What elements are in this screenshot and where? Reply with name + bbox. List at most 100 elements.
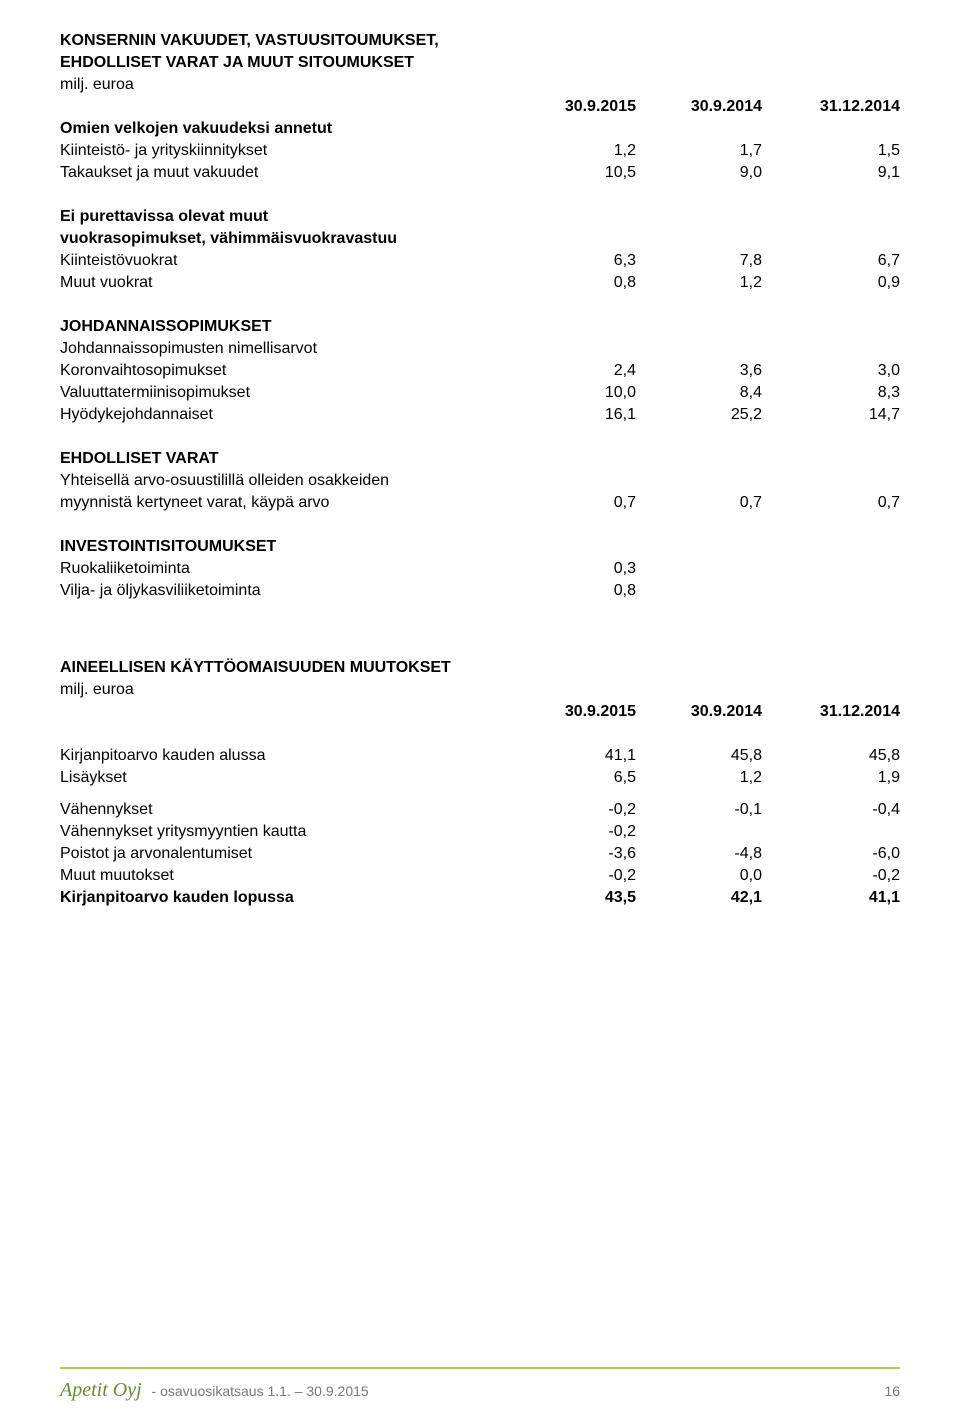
section1-title-l2: EHDOLLISET VARAT JA MUUT SITOUMUKSET (60, 52, 522, 74)
section2-table: AINEELLISEN KÄYTTÖOMAISUUDEN MUUTOKSET m… (60, 657, 900, 909)
table-row: Omien velkojen vakuudeksi annetut (60, 118, 900, 140)
table-row: Vähennykset -0,2 -0,1 -0,4 (60, 799, 900, 821)
row-koron-v2: 3,6 (648, 360, 774, 382)
table-row: Muut muutokset -0,2 0,0 -0,2 (60, 865, 900, 887)
row-muut-v3: -0,2 (774, 865, 900, 887)
content: KONSERNIN VAKUUDET, VASTUUSITOUMUKSET, E… (60, 30, 900, 909)
row-lisaykset-v1: 6,5 (522, 767, 648, 789)
spacer (60, 723, 900, 745)
row-kirjan-alussa-label: Kirjanpitoarvo kauden alussa (60, 745, 522, 767)
footer-page-number: 16 (884, 1383, 900, 1399)
col-head-2: 30.9.2014 (648, 96, 774, 118)
table-row: EHDOLLISET VARAT JA MUUT SITOUMUKSET (60, 52, 900, 74)
row-lopussa-label: Kirjanpitoarvo kauden lopussa (60, 887, 522, 909)
deriv-sub: Johdannaissopimusten nimellisarvot (60, 338, 522, 360)
section-gap (60, 602, 900, 657)
row-takaukset-v1: 10,5 (522, 162, 648, 184)
row-kiintvuokrat-v3: 6,7 (774, 250, 900, 272)
row-ruoka-v1: 0,3 (522, 558, 648, 580)
row-muutvuokrat-v3: 0,9 (774, 272, 900, 294)
row-lopussa-v1: 43,5 (522, 887, 648, 909)
invest-title: INVESTOINTISITOUMUKSET (60, 536, 522, 558)
table-row: Ruokaliiketoiminta 0,3 (60, 558, 900, 580)
own-debts-title: Omien velkojen vakuudeksi annetut (60, 118, 522, 140)
table-row: AINEELLISEN KÄYTTÖOMAISUUDEN MUUTOKSET (60, 657, 900, 679)
row-kirjan-alussa-v2: 45,8 (648, 745, 774, 767)
table-row: Lisäykset 6,5 1,2 1,9 (60, 767, 900, 789)
row-muutvuokrat-v1: 0,8 (522, 272, 648, 294)
table-row: JOHDANNAISSOPIMUKSET (60, 316, 900, 338)
row-hyodyke-label: Hyödykejohdannaiset (60, 404, 522, 426)
table-row: 30.9.2015 30.9.2014 31.12.2014 (60, 701, 900, 723)
section1-title-l1: KONSERNIN VAKUUDET, VASTUUSITOUMUKSET, (60, 30, 522, 52)
table-row: Hyödykejohdannaiset 16,1 25,2 14,7 (60, 404, 900, 426)
row-lisaykset-label: Lisäykset (60, 767, 522, 789)
row-muutvuokrat-label: Muut vuokrat (60, 272, 522, 294)
row-kiintvuokrat-v1: 6,3 (522, 250, 648, 272)
col-head-3: 31.12.2014 (774, 96, 900, 118)
spacer (60, 426, 900, 448)
row-kiinteisto-label: Kiinteistö- ja yrityskiinnitykset (60, 140, 522, 162)
page: KONSERNIN VAKUUDET, VASTUUSITOUMUKSET, E… (0, 0, 960, 1427)
row-kiinteisto-v3: 1,5 (774, 140, 900, 162)
table-row: Muut vuokrat 0,8 1,2 0,9 (60, 272, 900, 294)
row-lopussa-v3: 41,1 (774, 887, 900, 909)
row-kiinteisto-v2: 1,7 (648, 140, 774, 162)
row-poistot-v2: -4,8 (648, 843, 774, 865)
row-valuutta-v2: 8,4 (648, 382, 774, 404)
section2-unit: milj. euroa (60, 679, 522, 701)
row-vahennykset-yritys-v1: -0,2 (522, 821, 648, 843)
table-row: Yhteisellä arvo-osuustilillä olleiden os… (60, 470, 900, 492)
table-row: Kirjanpitoarvo kauden lopussa 43,5 42,1 … (60, 887, 900, 909)
row-muut-label: Muut muutokset (60, 865, 522, 887)
footer-sub: - osavuosikatsaus 1.1. – 30.9.2015 (152, 1383, 369, 1399)
spacer (60, 514, 900, 536)
table-row: Vähennykset yritysmyyntien kautta -0,2 (60, 821, 900, 843)
table-row: Kiinteistö- ja yrityskiinnitykset 1,2 1,… (60, 140, 900, 162)
table-row: EHDOLLISET VARAT (60, 448, 900, 470)
row-myynnista-v1: 0,7 (522, 492, 648, 514)
spacer (60, 184, 900, 206)
row-myynnista-v3: 0,7 (774, 492, 900, 514)
row-vilja-v1: 0,8 (522, 580, 648, 602)
table-row: Takaukset ja muut vakuudet 10,5 9,0 9,1 (60, 162, 900, 184)
table-row: INVESTOINTISITOUMUKSET (60, 536, 900, 558)
page-footer: Apetit Oyj - osavuosikatsaus 1.1. – 30.9… (60, 1367, 900, 1402)
table-row: Johdannaissopimusten nimellisarvot (60, 338, 900, 360)
row-takaukset-v2: 9,0 (648, 162, 774, 184)
table-row: KONSERNIN VAKUUDET, VASTUUSITOUMUKSET, (60, 30, 900, 52)
deriv-title: JOHDANNAISSOPIMUKSET (60, 316, 522, 338)
row-kiintvuokrat-v2: 7,8 (648, 250, 774, 272)
spacer (60, 789, 900, 799)
table-row: Vilja- ja öljykasviliiketoiminta 0,8 (60, 580, 900, 602)
row-hyodyke-v2: 25,2 (648, 404, 774, 426)
row-vahennykset-label: Vähennykset (60, 799, 522, 821)
row-takaukset-label: Takaukset ja muut vakuudet (60, 162, 522, 184)
table-row: Kirjanpitoarvo kauden alussa 41,1 45,8 4… (60, 745, 900, 767)
row-muutvuokrat-v2: 1,2 (648, 272, 774, 294)
row-muut-v2: 0,0 (648, 865, 774, 887)
sec2-head-2: 30.9.2014 (648, 701, 774, 723)
row-hyodyke-v3: 14,7 (774, 404, 900, 426)
row-kiintvuokrat-label: Kiinteistövuokrat (60, 250, 522, 272)
row-takaukset-v3: 9,1 (774, 162, 900, 184)
row-vahennykset-v2: -0,1 (648, 799, 774, 821)
table-row: 30.9.2015 30.9.2014 31.12.2014 (60, 96, 900, 118)
contingent-l1: Yhteisellä arvo-osuustilillä olleiden os… (60, 470, 522, 492)
row-koron-v1: 2,4 (522, 360, 648, 382)
row-kiinteisto-v1: 1,2 (522, 140, 648, 162)
row-lopussa-v2: 42,1 (648, 887, 774, 909)
row-muut-v1: -0,2 (522, 865, 648, 887)
row-lisaykset-v2: 1,2 (648, 767, 774, 789)
row-poistot-v3: -6,0 (774, 843, 900, 865)
row-poistot-label: Poistot ja arvonalentumiset (60, 843, 522, 865)
table-row: Poistot ja arvonalentumiset -3,6 -4,8 -6… (60, 843, 900, 865)
section1-unit: milj. euroa (60, 74, 522, 96)
table-row: Valuuttatermiinisopimukset 10,0 8,4 8,3 (60, 382, 900, 404)
row-hyodyke-v1: 16,1 (522, 404, 648, 426)
table-row: Koronvaihtosopimukset 2,4 3,6 3,0 (60, 360, 900, 382)
table-row: milj. euroa (60, 679, 900, 701)
section1-table: KONSERNIN VAKUUDET, VASTUUSITOUMUKSET, E… (60, 30, 900, 602)
table-row: myynnistä kertyneet varat, käypä arvo 0,… (60, 492, 900, 514)
row-kirjan-alussa-v3: 45,8 (774, 745, 900, 767)
